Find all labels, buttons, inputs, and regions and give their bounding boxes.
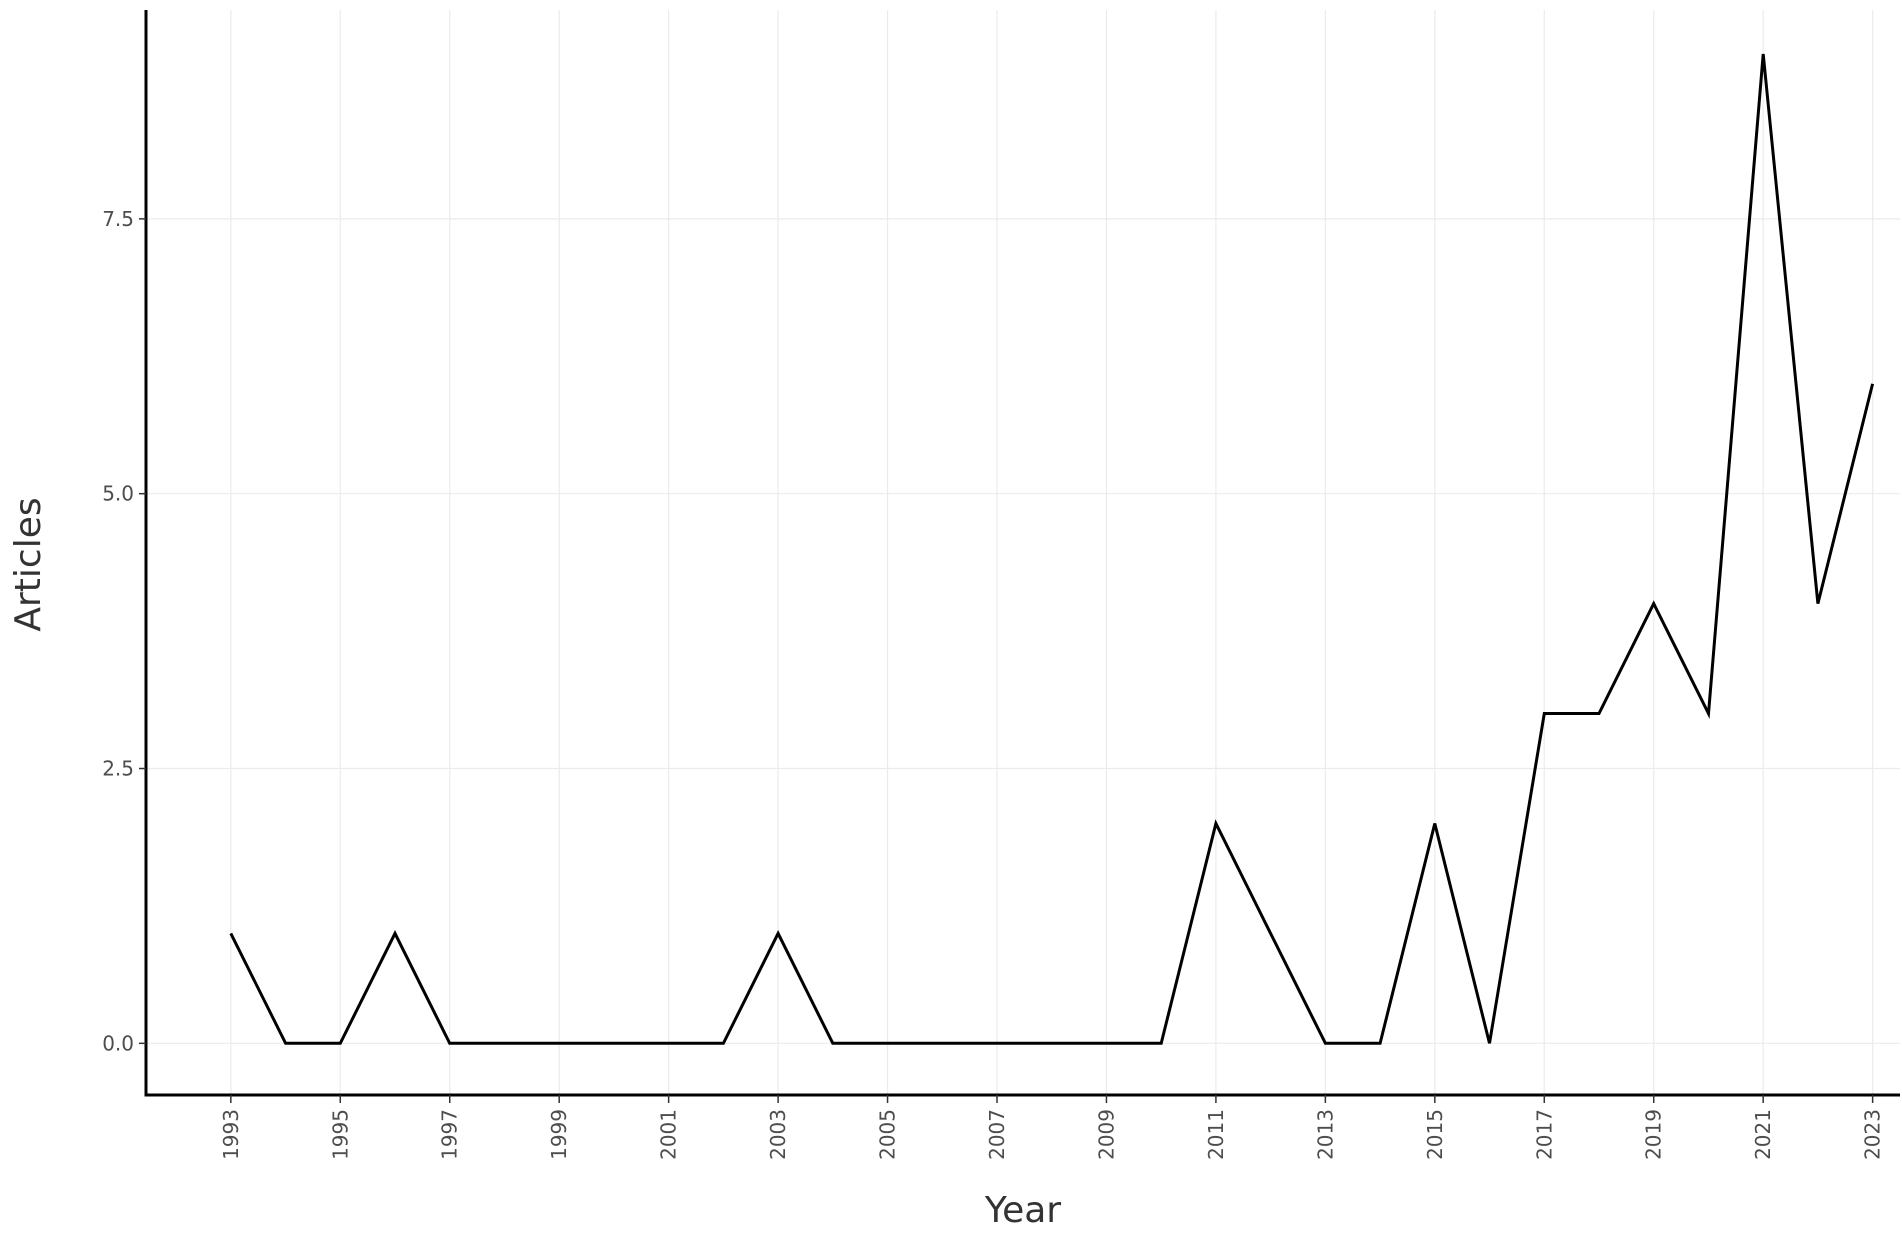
data-point — [1653, 603, 1654, 604]
data-point — [668, 1043, 669, 1044]
data-point — [559, 1043, 560, 1044]
data-point — [1215, 823, 1216, 824]
data-point — [832, 1043, 833, 1044]
x-axis-title: Year — [984, 1190, 1061, 1231]
data-point — [1817, 603, 1818, 604]
data-point — [942, 1043, 943, 1044]
x-tick-label: 2023 — [1861, 1109, 1885, 1160]
y-axis-title: Articles — [8, 497, 49, 631]
x-tick-label: 2015 — [1423, 1109, 1447, 1160]
x-tick-label: 2009 — [1094, 1109, 1118, 1160]
x-tick-label: 2001 — [657, 1109, 681, 1160]
x-tick-label: 2019 — [1642, 1109, 1666, 1160]
data-point — [1434, 823, 1435, 824]
data-point — [1380, 1043, 1381, 1044]
series-group — [229, 53, 1875, 1045]
data-point — [1270, 933, 1271, 934]
data-point — [340, 1043, 341, 1044]
x-tick-label: 2021 — [1751, 1109, 1775, 1160]
data-point — [1106, 1043, 1107, 1044]
x-tick-label: 2011 — [1204, 1109, 1228, 1160]
x-tick-label: 1999 — [547, 1109, 571, 1160]
x-tick-label: 1997 — [438, 1109, 462, 1160]
x-tick-label: 2005 — [876, 1109, 900, 1160]
data-point — [723, 1043, 724, 1044]
data-point — [997, 1043, 998, 1044]
y-tick-label: 0.0 — [102, 1031, 134, 1055]
data-point — [285, 1043, 286, 1044]
x-tick-label: 1995 — [328, 1109, 352, 1160]
data-point — [230, 933, 231, 934]
x-tick-label: 1993 — [219, 1109, 243, 1160]
data-point — [1544, 713, 1545, 714]
ticks: 0.0 2.5 5.0 7.5 1993 1995 1997 1999 2001 2003 2005… — [102, 207, 1884, 1160]
y-tick-label: 7.5 — [102, 207, 134, 231]
data-point — [1872, 383, 1873, 384]
y-tick-label: 2.5 — [102, 757, 134, 781]
data-point — [504, 1043, 505, 1044]
x-tick-label: 2013 — [1313, 1109, 1337, 1160]
axes — [144, 10, 1900, 1097]
data-point — [1051, 1043, 1052, 1044]
y-tick-label: 5.0 — [102, 482, 134, 506]
data-point — [449, 1043, 450, 1044]
x-tick-label: 2017 — [1532, 1109, 1556, 1160]
data-point — [887, 1043, 888, 1044]
data-point — [1708, 713, 1709, 714]
data-point — [395, 933, 396, 934]
data-point — [778, 933, 779, 934]
data-point — [1763, 53, 1764, 54]
grid-lines — [146, 10, 1900, 1095]
data-point — [1599, 713, 1600, 714]
data-point — [1161, 1043, 1162, 1044]
x-tick-label: 2003 — [766, 1109, 790, 1160]
data-point — [613, 1043, 614, 1044]
series-line-articles — [229, 53, 1875, 1045]
data-point — [1489, 1043, 1490, 1044]
x-tick-label: 2007 — [985, 1109, 1009, 1160]
data-point — [1325, 1043, 1326, 1044]
